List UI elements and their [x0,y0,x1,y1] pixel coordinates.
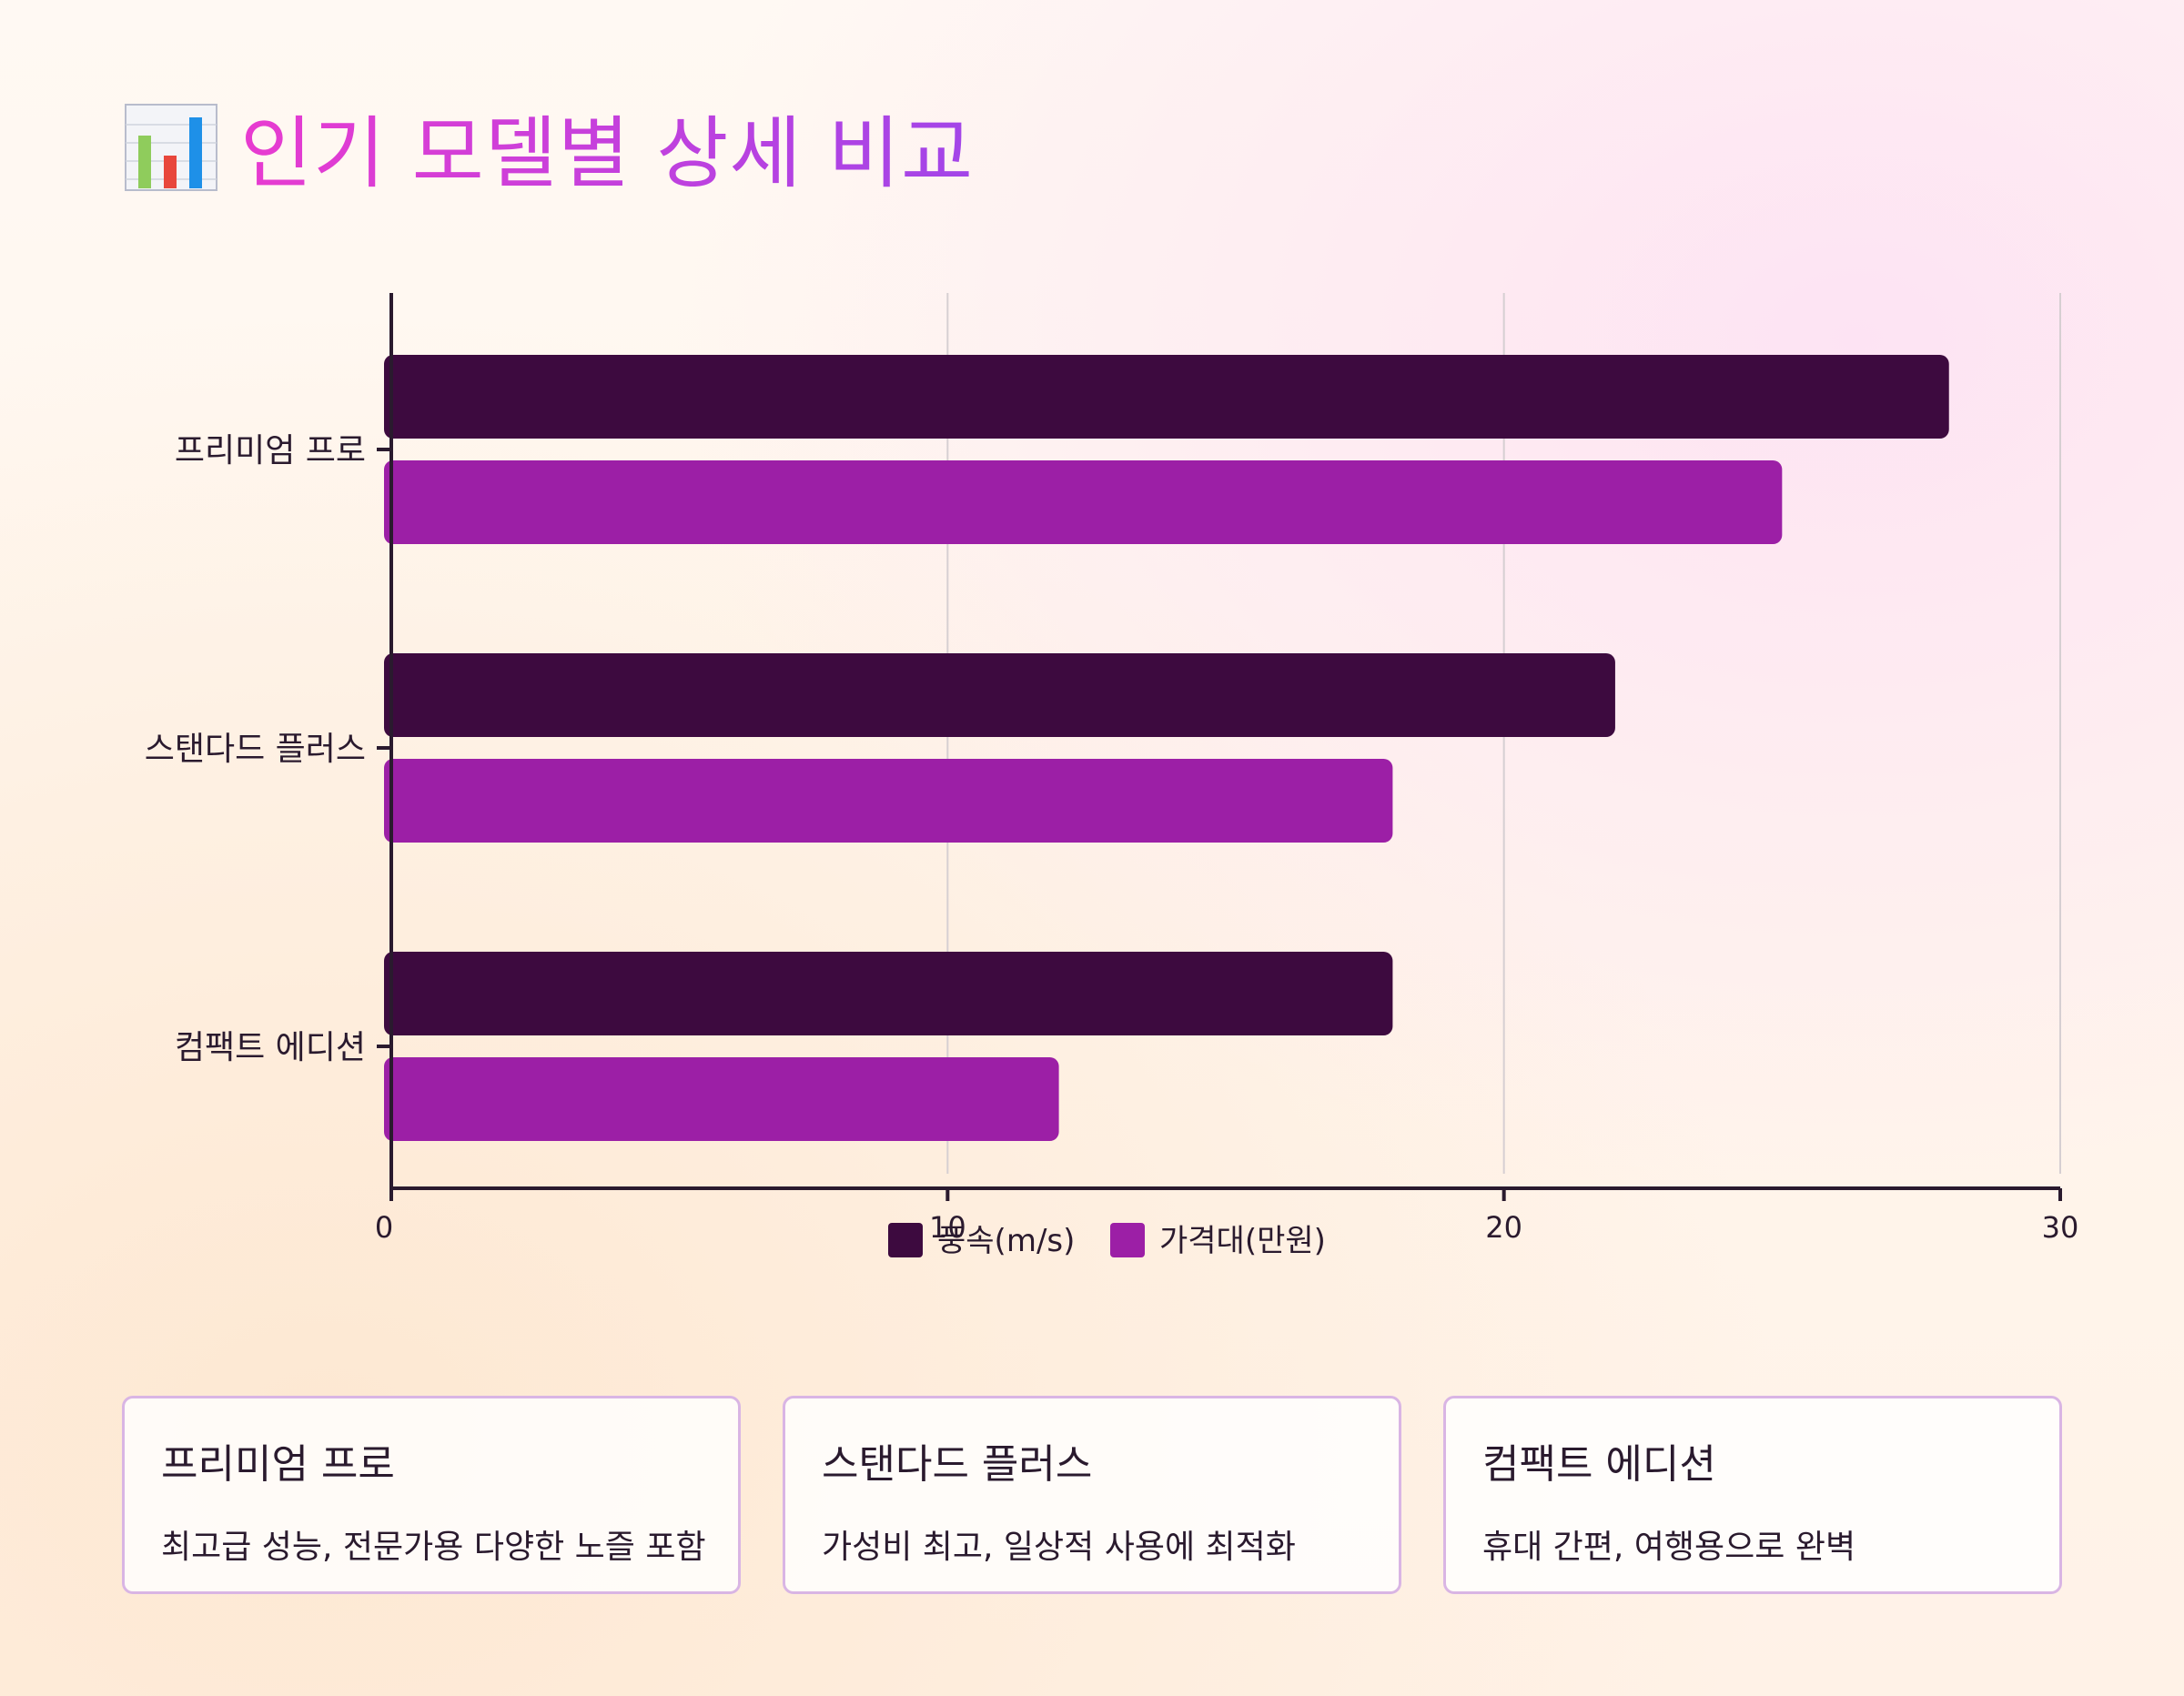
legend-label: 풍속(m/s) [937,1223,1075,1259]
bar-price [384,1057,1059,1141]
card-title: 프리미엄 프로 [161,1441,395,1488]
x-tick-label: 10 [929,1210,966,1245]
x-tick-label: 0 [375,1210,393,1245]
title-row: 인기 모델별 상세 비교 [124,91,974,200]
card-description: 최고급 성능, 전문가용 다양한 노즐 포함 [161,1529,706,1566]
bar-wind-speed [384,653,1615,737]
bar-wind-speed [384,952,1393,1035]
legend-swatch [888,1223,923,1257]
card-description: 가성비 최고, 일상적 사용에 최적화 [822,1529,1296,1566]
page-title: 인기 모델별 상세 비교 [240,89,974,203]
bar-chart-icon [125,104,217,191]
card-title: 스탠다드 플러스 [822,1441,1093,1488]
bar-price [384,460,1783,544]
card-description: 휴대 간편, 여행용으로 완벽 [1482,1529,1856,1566]
model-card-compact: 컴팩트 에디션 휴대 간편, 여행용으로 완벽 [1443,1396,2062,1594]
legend-swatch [1110,1223,1145,1257]
x-tick-label: 20 [1485,1210,1522,1245]
legend-label: 가격대(만원) [1159,1223,1326,1259]
y-tick-label: 프리미엄 프로 [175,432,366,469]
y-tick-label: 컴팩트 에디션 [175,1029,366,1066]
x-tick-label: 30 [2042,1210,2079,1245]
card-title: 컴팩트 에디션 [1482,1441,1716,1488]
model-cards: 프리미엄 프로 최고급 성능, 전문가용 다양한 노즐 포함 스탠다드 플러스 … [122,1396,2062,1598]
y-tick-label: 스탠다드 플러스 [145,731,366,768]
bar-price [384,759,1393,843]
model-card-standard: 스탠다드 플러스 가성비 최고, 일상적 사용에 최적화 [783,1396,1401,1594]
bar-wind-speed [384,355,1949,439]
model-card-premium: 프리미엄 프로 최고급 성능, 전문가용 다양한 노즐 포함 [122,1396,741,1594]
